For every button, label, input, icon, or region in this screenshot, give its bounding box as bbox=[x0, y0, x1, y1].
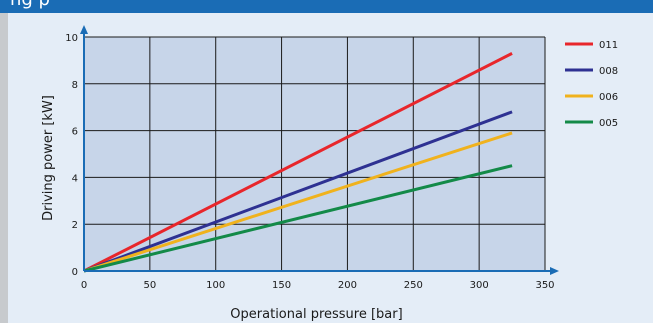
x-tick-label: 300 bbox=[470, 280, 489, 291]
y-tick-label: 8 bbox=[72, 80, 78, 91]
series-line-011 bbox=[83, 52, 513, 273]
header-text: ng p bbox=[10, 0, 50, 9]
x-tick-label: 150 bbox=[272, 280, 291, 291]
legend: 011 008 006 005 bbox=[565, 40, 618, 129]
legend-label-008: 008 bbox=[599, 66, 618, 77]
header-bar: ng p bbox=[0, 0, 653, 13]
x-axis-label: Operational pressure [bar] bbox=[230, 307, 402, 322]
legend-label-006: 006 bbox=[599, 92, 618, 103]
series-line-006 bbox=[83, 131, 513, 273]
legend-label-011: 011 bbox=[599, 40, 618, 51]
x-tick-label: 50 bbox=[143, 280, 156, 291]
x-axis-arrow-icon bbox=[550, 267, 559, 275]
left-edge-strip bbox=[0, 13, 8, 323]
x-tick-label: 250 bbox=[404, 280, 423, 291]
y-tick-label: 6 bbox=[72, 127, 78, 138]
y-tick-label: 0 bbox=[72, 267, 78, 278]
y-axis-arrow-icon bbox=[80, 25, 88, 34]
y-tick-label: 4 bbox=[72, 173, 78, 184]
series-line-008 bbox=[83, 110, 513, 273]
y-tick-label: 2 bbox=[72, 220, 78, 231]
x-tick-label: 200 bbox=[338, 280, 357, 291]
x-tick-label: 0 bbox=[81, 280, 87, 291]
y-axis-label: Driving power [kW] bbox=[41, 95, 56, 221]
y-tick-label: 10 bbox=[65, 33, 78, 44]
legend-label-005: 005 bbox=[599, 118, 618, 129]
series-line-005 bbox=[83, 164, 513, 273]
x-tick-label: 350 bbox=[535, 280, 554, 291]
x-tick-label: 100 bbox=[206, 280, 225, 291]
